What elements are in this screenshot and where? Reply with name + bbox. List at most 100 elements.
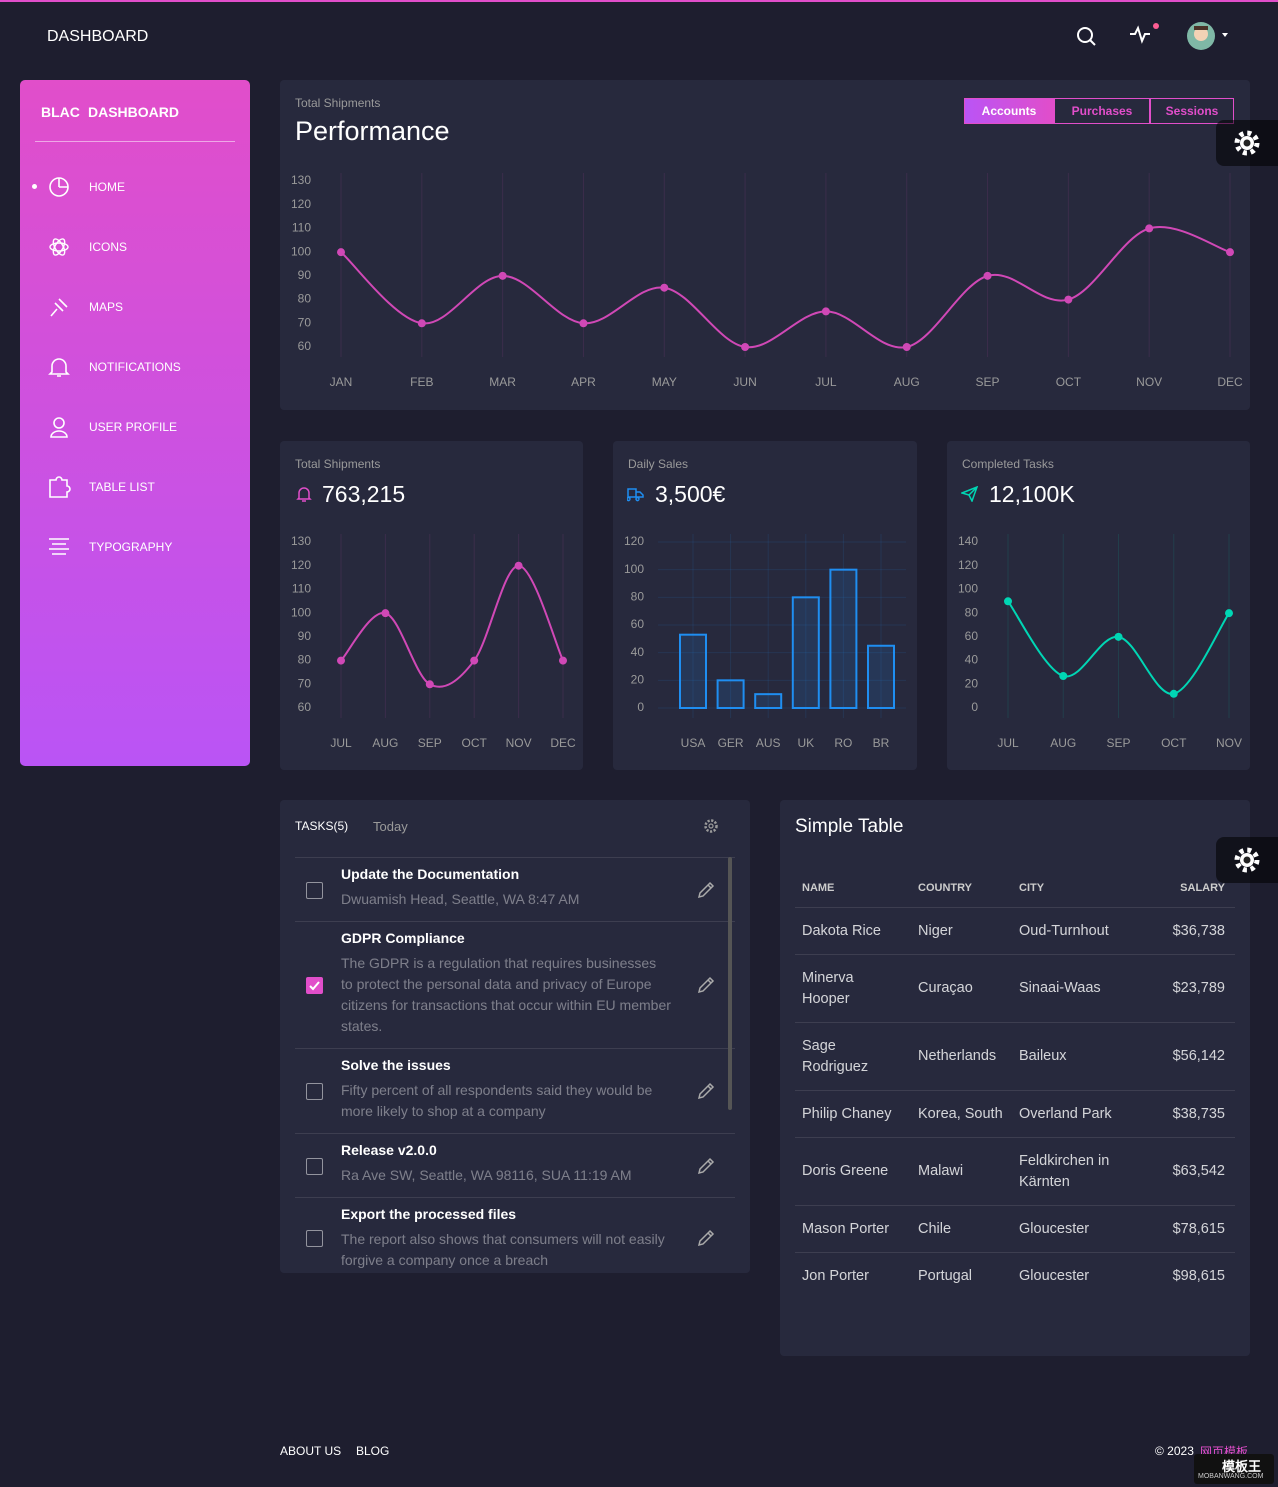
icon: [50, 298, 68, 317]
card-subtitle: Total Shipments: [295, 457, 381, 471]
nav-item[interactable]: TYPOGRAPHY: [46, 536, 172, 558]
task-description: Ra Ave SW, Seattle, WA 98116, SUA 11:19 …: [341, 1167, 632, 1183]
activity-icon[interactable]: [1130, 23, 1159, 44]
nav-label: ICONS: [89, 240, 128, 254]
y-tick-label: 120: [291, 558, 311, 572]
y-tick-label: 40: [965, 653, 979, 667]
edit-icon[interactable]: [696, 1081, 716, 1101]
icon: [49, 177, 69, 197]
card-value: 3,500€: [655, 481, 726, 507]
x-tick-label: SEP: [418, 736, 442, 750]
task-item: Export the processed files The report als…: [295, 1197, 735, 1273]
y-tick-label: 130: [291, 534, 311, 548]
nav-item[interactable]: ICONS: [46, 236, 127, 258]
point: [660, 283, 669, 292]
y-tick-label: 100: [291, 605, 311, 619]
x-tick-label: OCT: [462, 736, 488, 750]
y-tick-label: 100: [624, 562, 644, 576]
table-cell: $63,542: [1132, 1137, 1235, 1206]
card-subtitle: Daily Sales: [628, 457, 689, 471]
x-tick-label: JUN: [733, 375, 756, 389]
table-card: Simple Table NAME COUNTRY CITY SALARY Dakot…: [780, 800, 1250, 1356]
task-description: Fifty percent of all respondents said th…: [341, 1082, 653, 1119]
footer-link[interactable]: BLOG: [356, 1444, 390, 1458]
tab[interactable]: Purchases: [1054, 98, 1150, 124]
y-tick-label: 60: [965, 629, 979, 643]
point: [1064, 295, 1073, 304]
y-tick-label: 60: [298, 339, 312, 353]
sidebar: BLAC DASHBOARD HOME ICONS MAPS NOTIFICAT…: [20, 80, 250, 766]
nav-label: HOME: [89, 180, 125, 194]
card-title: Performance: [295, 116, 450, 146]
navbar-title[interactable]: DASHBOARD: [47, 28, 149, 45]
brand-logo[interactable]: BLAC: [41, 104, 80, 120]
point: [983, 271, 992, 280]
tab[interactable]: Sessions: [1150, 98, 1234, 124]
x-tick-label: NOV: [506, 736, 532, 750]
x-tick-label: OCT: [1056, 375, 1082, 389]
settings-button[interactable]: [1216, 837, 1278, 883]
edit-icon[interactable]: [696, 975, 716, 995]
point: [1226, 248, 1234, 257]
table-cell: Jon Porter: [795, 1252, 911, 1299]
y-tick-label: 0: [637, 700, 644, 714]
x-tick-label: BR: [873, 736, 890, 750]
x-tick-label: NOV: [1136, 375, 1162, 389]
simple-table: NAME COUNTRY CITY SALARY Dakota Rice Niger Ou…: [795, 868, 1235, 1299]
edit-icon[interactable]: [696, 1156, 716, 1176]
table-cell: Oud-Turnhout: [1012, 907, 1132, 955]
footer-link[interactable]: ABOUT US: [280, 1444, 342, 1458]
chart: 0 20 40 60 80 100 120 USA GER AUS UK RO BR: [624, 534, 906, 750]
icon: [49, 476, 71, 498]
table-title: Simple Table: [795, 816, 904, 837]
checkbox[interactable]: [306, 1157, 323, 1175]
divider: [35, 141, 235, 142]
point: [1225, 609, 1233, 618]
y-tick-label: 70: [298, 676, 312, 690]
y-tick-label: 40: [631, 645, 645, 659]
task-title: Export the processed files: [341, 1206, 517, 1222]
table-body: Dakota Rice Niger Oud-Turnhout $36,738 Miner…: [795, 907, 1235, 1299]
nav-item[interactable]: MAPS: [46, 296, 123, 318]
x-tick-label: OCT: [1161, 736, 1187, 750]
top-accent: [0, 0, 1278, 2]
settings-icon[interactable]: [703, 818, 719, 834]
table-row: Doris Greene Malawi Feldkirchen in Kärnten…: [795, 1137, 1235, 1206]
y-tick-label: 80: [298, 292, 312, 306]
tab[interactable]: Accounts: [964, 98, 1054, 124]
scrollbar[interactable]: [728, 857, 732, 1110]
nav-item[interactable]: NOTIFICATIONS: [46, 356, 181, 378]
search-icon[interactable]: [1077, 27, 1096, 46]
task-item: Release v2.0.0 Ra Ave SW, Seattle, WA 981…: [295, 1133, 735, 1197]
checkbox[interactable]: [306, 977, 323, 994]
nav-item[interactable]: TABLE LIST: [46, 476, 155, 498]
edit-icon[interactable]: [696, 1228, 716, 1248]
performance-card: 60 70 80 90 100 110 120 130 JAN FEB MAR APR MAY JUN JU…: [280, 80, 1250, 410]
tab-group: Accounts Purchases Sessions: [964, 98, 1234, 124]
table-cell: Philip Chaney: [795, 1090, 911, 1138]
point: [417, 319, 426, 328]
table-cell: Curaçao: [911, 954, 1012, 1023]
brand-title[interactable]: DASHBOARD: [88, 104, 179, 120]
bar: [716, 679, 745, 709]
table-cell: $38,735: [1132, 1090, 1235, 1138]
checkbox[interactable]: [306, 1230, 323, 1247]
table-cell: Dakota Rice: [795, 907, 911, 955]
nav-item[interactable]: HOME: [46, 176, 125, 198]
edit-icon[interactable]: [696, 880, 716, 900]
active-dot: [32, 184, 37, 189]
avatar[interactable]: [1187, 22, 1228, 50]
gear-icon: [1234, 130, 1260, 156]
checkbox[interactable]: [306, 881, 323, 899]
gear-icon: [1234, 847, 1260, 873]
x-tick-label: MAR: [489, 375, 516, 389]
bar: [791, 596, 820, 709]
chart-card: 60 70 80 90 100 110 120 130 JUL AUG SEP OCT NOV DEC T…: [280, 441, 583, 770]
card-subtitle: Total Shipments: [295, 96, 381, 110]
x-tick-label: AUS: [756, 736, 781, 750]
checkbox[interactable]: [306, 1083, 323, 1100]
settings-button[interactable]: [1216, 120, 1278, 166]
table-row: Minerva Hooper Curaçao Sinaai-Waas $23,789: [795, 954, 1235, 1023]
point: [514, 561, 523, 570]
nav-item[interactable]: USER PROFILE: [46, 416, 177, 438]
